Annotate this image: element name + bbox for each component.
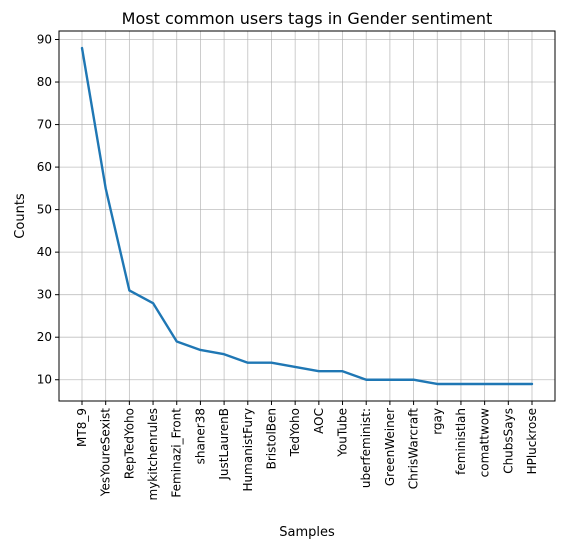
x-tick-label: HumanistFury: [241, 408, 255, 491]
series-line: [80, 46, 534, 386]
x-tick-label: mykitchenrules: [146, 408, 160, 500]
y-tick-label: 10: [37, 373, 52, 387]
y-tick-label: 60: [37, 160, 52, 174]
x-tick-label: JustLaurenB: [217, 408, 231, 481]
x-tick-label: shaner38: [193, 408, 207, 464]
x-tick-label: HPluckrose: [525, 408, 539, 474]
x-tick-label: RepTedYoho: [122, 408, 136, 479]
plot-frame: [58, 30, 556, 402]
x-axis-label: Samples: [279, 525, 335, 540]
y-tick-label: 70: [37, 118, 52, 132]
y-tick-label: 30: [37, 288, 52, 302]
x-axis: MT8_9 YesYoureSexist RepTedYoho mykitchenru…: [75, 401, 539, 500]
y-axis-label: Counts: [13, 193, 28, 239]
x-tick-label: feministlah: [454, 408, 468, 475]
x-tick-label: ChrisWarcraft: [407, 408, 421, 490]
x-tick-label: YouTube: [336, 408, 350, 458]
y-tick-label: 80: [37, 75, 52, 89]
x-tick-label: comattwow: [478, 408, 492, 478]
y-tick-label: 20: [37, 330, 52, 344]
series-layer: [80, 46, 534, 386]
x-tick-label: Feminazi_Front: [170, 408, 184, 498]
x-tick-label: BristolBen: [264, 408, 278, 469]
y-tick-label: 50: [37, 203, 52, 217]
x-tick-label: uberfeminist:: [359, 408, 373, 488]
x-tick-label: YesYoureSexist: [99, 408, 113, 498]
x-tick-label: GreenWeiner: [383, 408, 397, 486]
y-tick-label: 90: [37, 33, 52, 47]
x-tick-label: ChubsSays: [501, 408, 515, 474]
x-tick-label: TedYoho: [288, 408, 302, 457]
chart-title: Most common users tags in Gender sentime…: [122, 9, 493, 28]
x-tick-label: MT8_9: [75, 408, 89, 447]
x-tick-label: rgay: [430, 408, 444, 435]
grid: [59, 31, 555, 401]
x-tick-label: AOC: [312, 408, 326, 434]
y-tick-label: 40: [37, 245, 52, 259]
y-axis: 10 20 30 40 50 60 70 80 90: [37, 33, 59, 387]
